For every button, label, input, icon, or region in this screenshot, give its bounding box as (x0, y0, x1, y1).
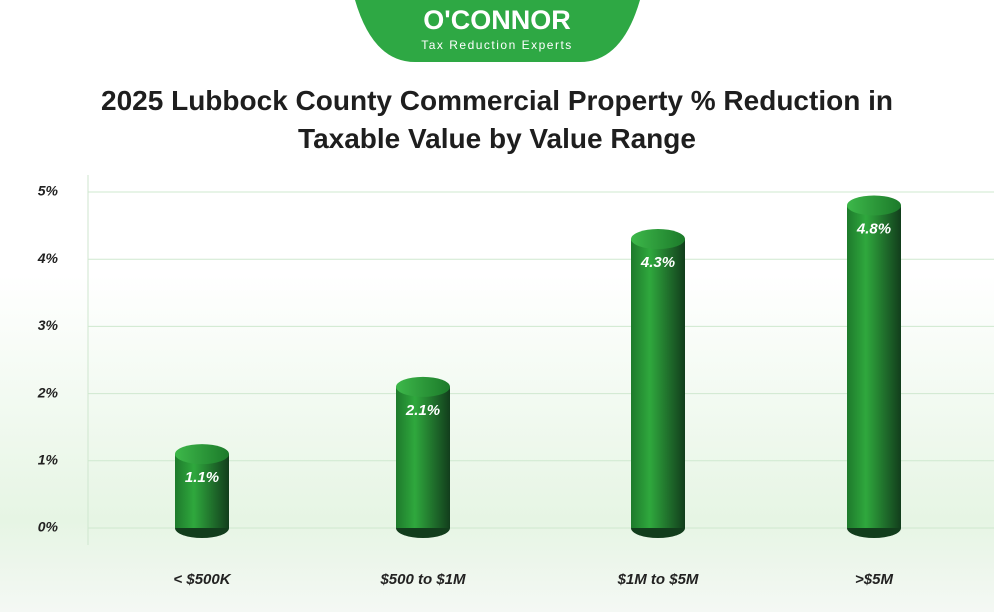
bar-cap (847, 195, 901, 216)
bar (396, 386, 450, 528)
y-tick-label: 1% (38, 452, 59, 468)
y-tick-label: 4% (37, 250, 59, 266)
bar (631, 239, 685, 529)
logo-name: O'CONNOR (423, 5, 570, 35)
logo-badge (355, 0, 640, 62)
x-tick-label: $500 to $1M (379, 571, 466, 588)
value-label: 1.1% (185, 469, 219, 486)
y-tick-label: 0% (38, 519, 59, 535)
value-label: 4.3% (640, 254, 675, 271)
bar-cap (175, 444, 229, 465)
bar (847, 205, 901, 528)
bar-cap (396, 376, 450, 397)
logo-tagline: Tax Reduction Experts (421, 38, 573, 52)
chart-title: 2025 Lubbock County Commercial Property … (101, 85, 893, 154)
bar-cap (631, 229, 685, 250)
y-tick-label: 2% (37, 384, 59, 400)
x-tick-label: < $500K (173, 571, 231, 588)
value-label: 4.8% (856, 220, 891, 237)
x-tick-label: >$5M (855, 571, 893, 588)
y-tick-label: 5% (38, 183, 59, 199)
bar (175, 454, 229, 528)
x-tick-label: $1M to $5M (617, 571, 699, 588)
value-label: 2.1% (405, 402, 440, 419)
y-tick-label: 3% (38, 317, 59, 333)
